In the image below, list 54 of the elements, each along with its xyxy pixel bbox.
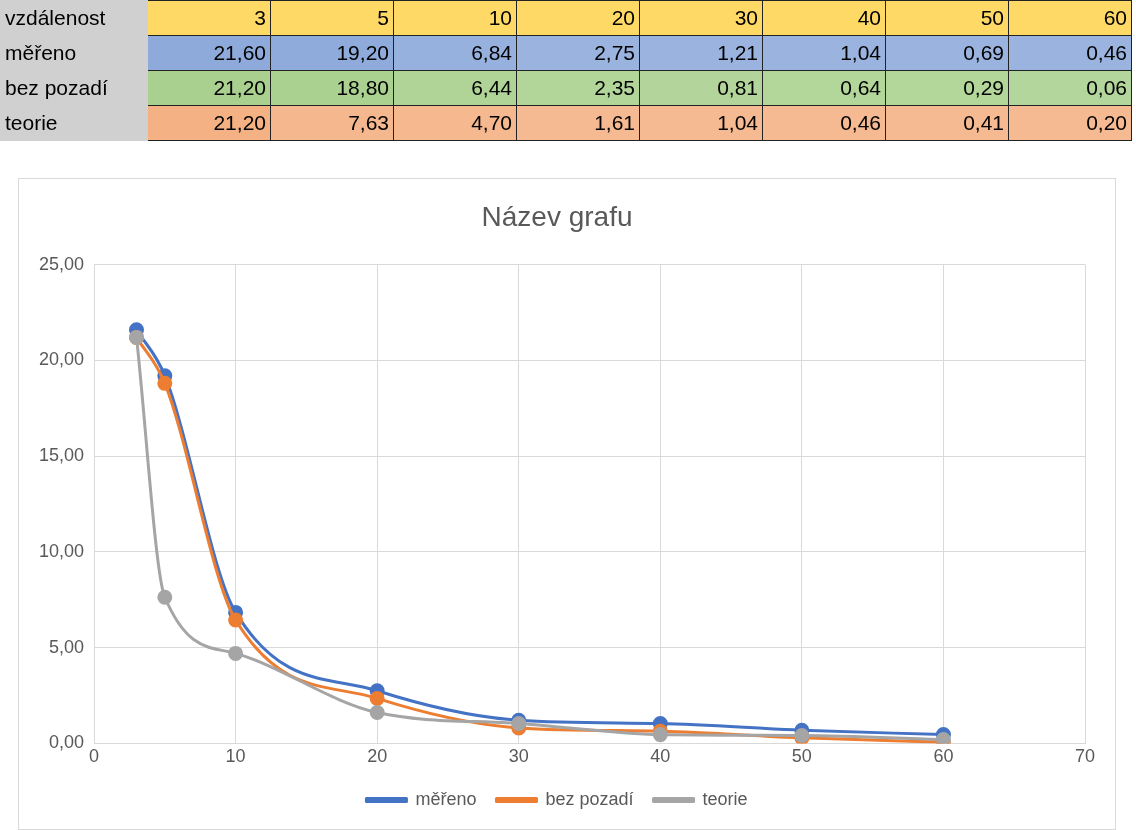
chart-title: Název grafu xyxy=(481,200,633,232)
y-tick-label: bez pozadí xyxy=(0,70,148,106)
data-label: 2,75 xyxy=(516,35,640,71)
data-label: 1,04 xyxy=(762,35,886,71)
data-label: 21,60 xyxy=(147,35,271,71)
x-tick-label: 70 xyxy=(1074,746,1096,767)
data-label: 0,64 xyxy=(762,70,886,106)
x-tick-label: 60 xyxy=(933,746,954,767)
data-label: 19,20 xyxy=(270,35,394,71)
x-tick-label: 50 xyxy=(885,0,1009,36)
y-tick-label: 5,00 xyxy=(49,636,85,657)
y-tick-label: 0,00 xyxy=(49,732,85,753)
x-tick-label: 40 xyxy=(650,746,671,767)
legend-label: měřeno xyxy=(415,788,477,809)
y-tick-label: měřeno xyxy=(0,35,148,71)
y-tick-label: teorie xyxy=(0,105,148,141)
data-label: 0,69 xyxy=(885,35,1009,71)
data-label: 0,20 xyxy=(1008,105,1132,141)
data-label: 0,46 xyxy=(762,105,886,141)
x-tick-label: 3 xyxy=(147,0,271,36)
data-label: 2,35 xyxy=(516,70,640,106)
data-label: 0,41 xyxy=(885,105,1009,141)
data-label: 1,61 xyxy=(516,105,640,141)
data-label: 6,84 xyxy=(393,35,517,71)
data-label: 0,46 xyxy=(1008,35,1132,71)
y-tick-label: 20,00 xyxy=(39,349,85,370)
x-tick-label: 5 xyxy=(270,0,394,36)
y-tick-label: 10,00 xyxy=(39,540,85,561)
x-tick-label: 40 xyxy=(762,0,886,36)
y-tick-label: 25,00 xyxy=(39,253,85,274)
x-tick-label: 60 xyxy=(1008,0,1132,36)
y-tick-label: 15,00 xyxy=(39,445,85,466)
data-label: 1,21 xyxy=(639,35,763,71)
x-tick-label: 20 xyxy=(516,0,640,36)
data-label: 7,63 xyxy=(270,105,394,141)
x-tick-label: 10 xyxy=(225,746,246,767)
data-label: 1,04 xyxy=(639,105,763,141)
data-label: 0,81 xyxy=(639,70,763,106)
data-label: 0,29 xyxy=(885,70,1009,106)
x-axis-title: vzdálenost xyxy=(0,0,148,36)
legend-label: bez pozadí xyxy=(545,788,634,809)
data-label: 0,06 xyxy=(1008,70,1132,106)
data-label: 21,20 xyxy=(147,105,271,141)
x-tick-label: 30 xyxy=(639,0,763,36)
x-tick-label: 20 xyxy=(367,746,388,767)
x-tick-label: 10 xyxy=(393,0,517,36)
data-label: 18,80 xyxy=(270,70,394,106)
x-tick-label: 30 xyxy=(508,746,529,767)
x-tick-label: 0 xyxy=(89,746,100,767)
data-label: 4,70 xyxy=(393,105,517,141)
legend-label: teorie xyxy=(702,788,748,809)
x-tick-label: 50 xyxy=(791,746,812,767)
data-label: 6,44 xyxy=(393,70,517,106)
data-label: 21,20 xyxy=(147,70,271,106)
